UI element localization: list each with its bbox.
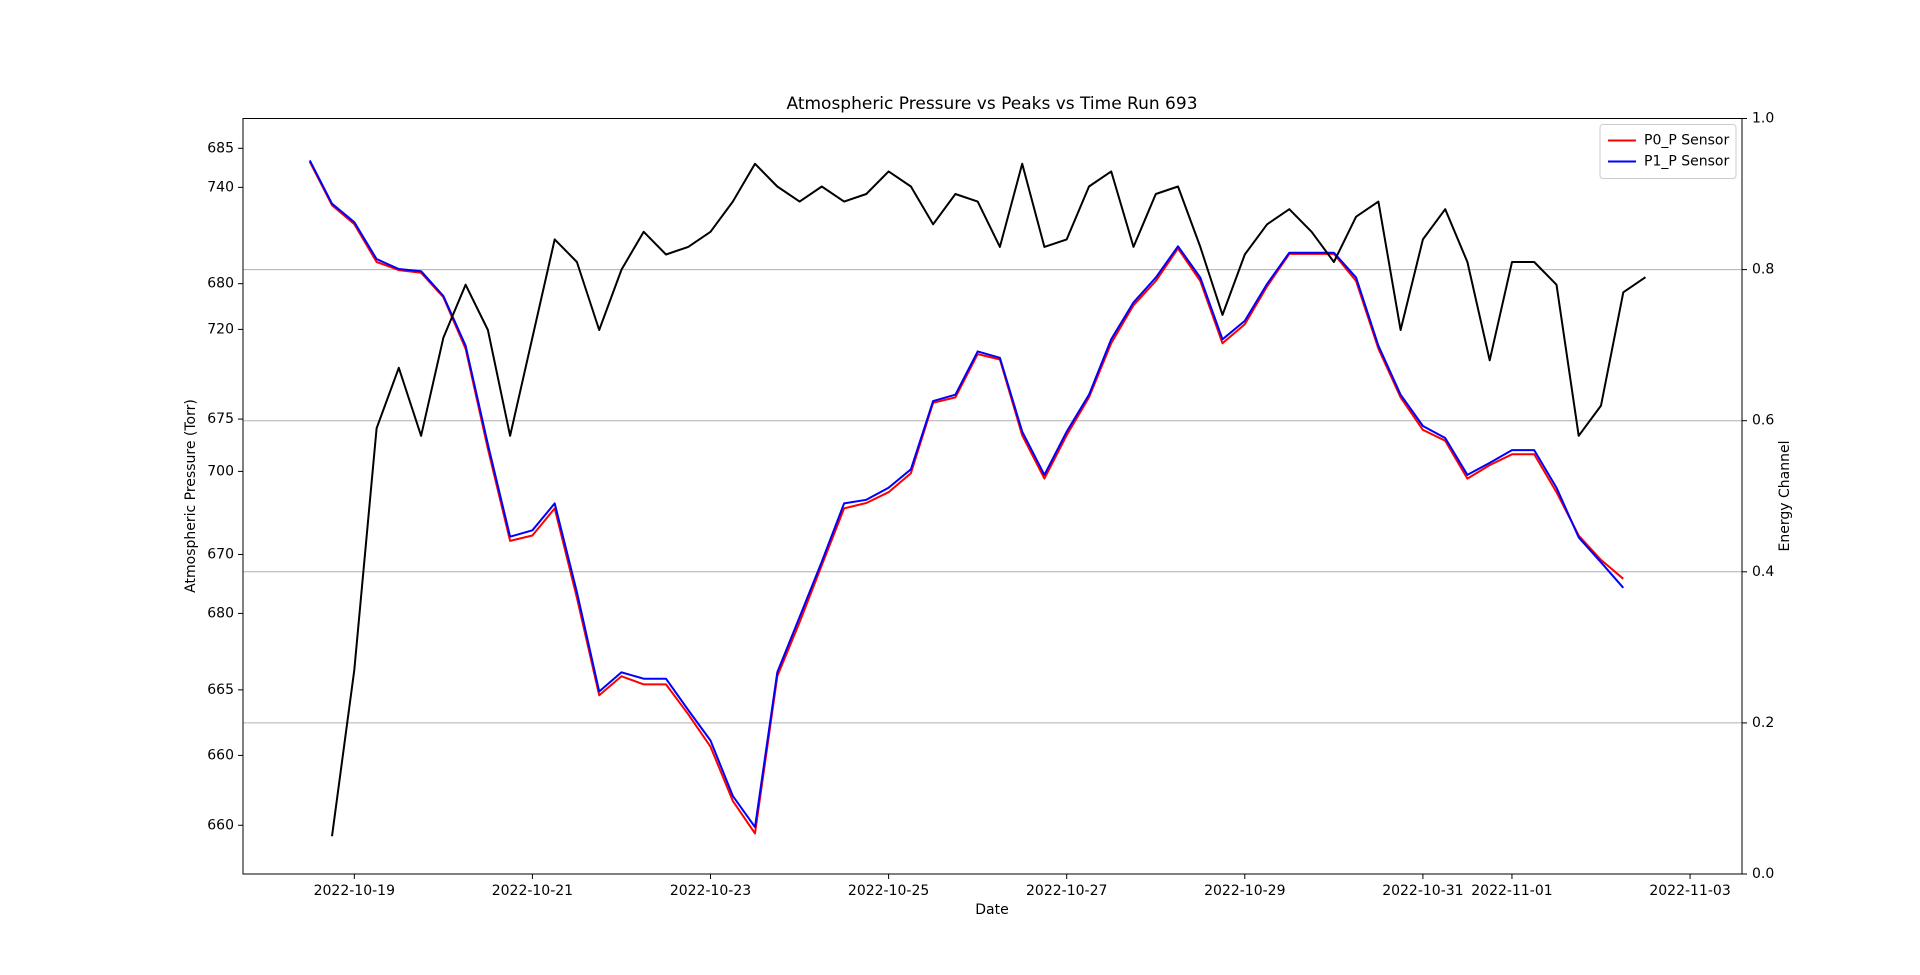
y-tick-label: 660 [207,747,234,763]
y2-tick-label: 0.6 [1752,413,1774,429]
y2-tick-label: 0.8 [1752,262,1774,278]
legend-label: P0_P Sensor [1644,133,1729,149]
x-axis-label: Date [975,902,1008,918]
y-tick-label: 700 [207,463,234,479]
data-line [308,159,1625,829]
y-tick-label: 665 [207,682,234,698]
x-tick-label: 2022-11-01 [1471,883,1552,899]
y-tick-label: 675 [207,411,234,427]
x-tick-label: 2022-10-25 [848,883,929,899]
y2-tick-label: 1.0 [1752,111,1774,127]
y-tick-label: 720 [207,321,234,337]
x-tick-label: 2022-11-03 [1649,883,1730,899]
y-tick-label: 685 [207,140,234,156]
y2-tick-label: 0.2 [1752,715,1774,731]
y-tick-label: 680 [207,276,234,292]
y-axis-label: Atmospheric Pressure (Torr) [183,399,199,593]
y-tick-label: 740 [207,179,234,195]
x-tick-label: 2022-10-23 [670,883,751,899]
legend-label: P1_P Sensor [1644,154,1729,170]
y-tick-label: 680 [207,605,234,621]
x-tick-label: 2022-10-19 [314,883,395,899]
y2-tick-label: 0.4 [1752,564,1774,580]
y-tick-label: 670 [207,546,234,562]
data-line [331,162,1647,837]
legend-box [1599,124,1737,179]
y2-axis-label: Energy Channel [1777,441,1793,552]
plot-frame [242,118,1743,875]
y2-tick-label: 0.0 [1752,866,1774,882]
x-tick-label: 2022-10-21 [492,883,573,899]
x-tick-label: 2022-10-27 [1026,883,1107,899]
x-tick-label: 2022-10-31 [1382,883,1463,899]
chart-title: Atmospheric Pressure vs Peaks vs Time Ru… [786,94,1197,114]
x-tick-label: 2022-10-29 [1204,883,1285,899]
y-tick-label: 660 [207,817,234,833]
data-line [308,161,1624,835]
